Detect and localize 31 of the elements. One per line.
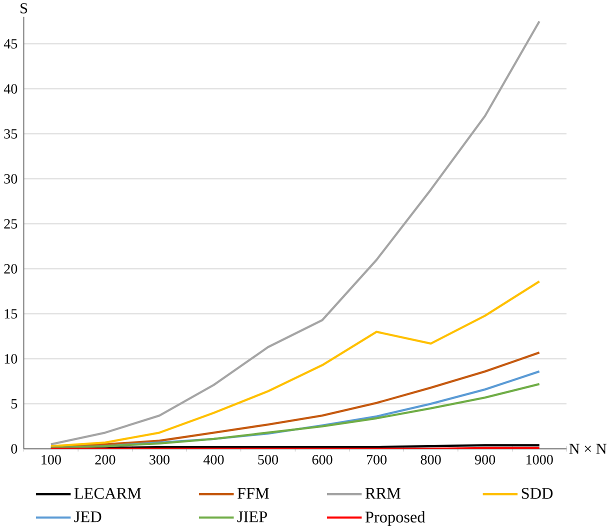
x-tick-label: 900 xyxy=(474,454,496,464)
y-tick-label: 15 xyxy=(4,308,18,318)
line-series xyxy=(50,280,540,448)
legend-label: RRM xyxy=(365,488,401,498)
x-tick-label: 100 xyxy=(42,454,61,464)
x-tick-label: 400 xyxy=(203,454,224,464)
x-tick-label: 1000 xyxy=(526,454,553,464)
legend-label: SDD xyxy=(522,488,553,499)
legend-label: FFM xyxy=(237,488,269,498)
x-tick-label: 200 xyxy=(95,454,116,464)
x-axis-title: N × N xyxy=(569,444,606,454)
legend-label: JED xyxy=(74,511,102,522)
y-tick-label: 5 xyxy=(11,399,18,408)
legend-label: Proposed xyxy=(365,510,426,526)
y-tick-label: 40 xyxy=(4,84,18,94)
y-tick-label: 30 xyxy=(4,174,18,184)
legend-label: LECARM xyxy=(74,488,142,499)
y-tick-label: 0 xyxy=(11,444,18,454)
y-tick-label: 25 xyxy=(4,218,18,228)
x-tick-label: 300 xyxy=(150,454,170,464)
y-tick-label: 45 xyxy=(4,38,18,48)
x-tick-label: 600 xyxy=(312,454,332,464)
y-tick-label: 20 xyxy=(4,264,18,274)
y-axis-title: S xyxy=(20,3,28,14)
x-tick-label: 700 xyxy=(366,454,387,464)
x-tick-label: 500 xyxy=(258,454,278,464)
line-series xyxy=(50,20,540,446)
legend-label: JIEP xyxy=(237,511,267,522)
y-tick-label: 35 xyxy=(4,128,18,138)
y-tick-label: 10 xyxy=(4,354,18,364)
x-tick-label: 800 xyxy=(420,454,441,464)
